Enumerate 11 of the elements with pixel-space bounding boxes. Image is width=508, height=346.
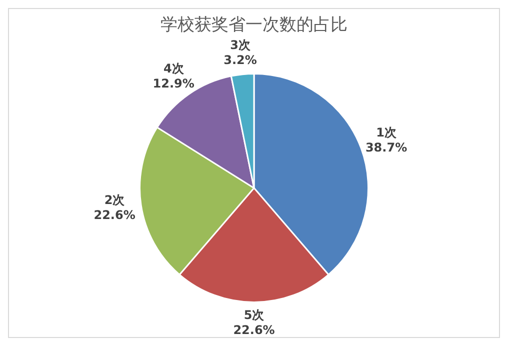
- slice-label: 1次: [376, 126, 398, 140]
- chart-title: 学校获奖省一次数的占比: [160, 14, 348, 36]
- slice-label: 4次: [163, 61, 185, 76]
- slice-label: 5次: [244, 308, 266, 322]
- data-label: 22.6%: [233, 322, 275, 337]
- slice-label: 3次: [230, 38, 252, 52]
- data-label: 38.7%: [365, 140, 408, 155]
- data-label: 3.2%: [224, 53, 257, 68]
- data-label: 22.6%: [94, 208, 136, 222]
- slice-label: 2次: [104, 192, 126, 207]
- data-label: 12.9%: [152, 76, 194, 90]
